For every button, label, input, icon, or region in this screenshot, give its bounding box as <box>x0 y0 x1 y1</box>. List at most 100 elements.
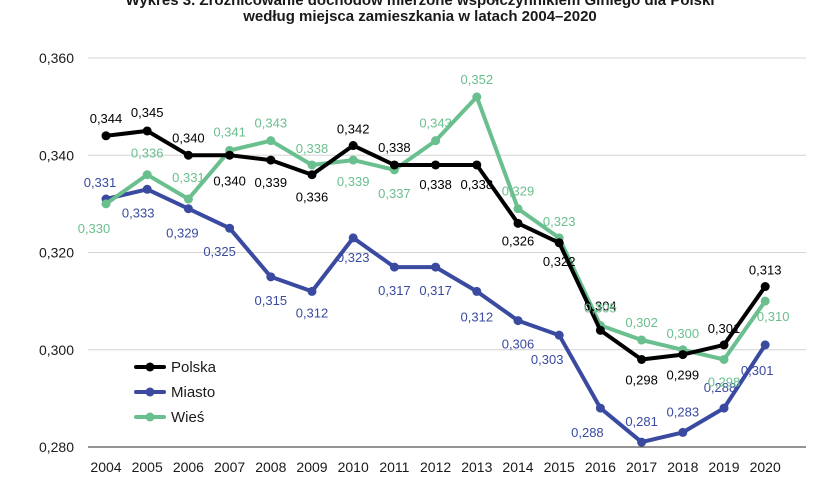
legend-label-wieś: Wieś <box>171 409 204 426</box>
data-label-miasto: 0,333 <box>122 205 155 220</box>
data-point-polska <box>513 218 523 228</box>
data-point-wieś <box>637 335 647 345</box>
x-tick-label: 2006 <box>173 459 204 475</box>
data-point-polska <box>142 126 152 136</box>
x-tick-label: 2019 <box>708 459 739 475</box>
data-point-miasto <box>266 272 276 282</box>
x-tick-label: 2009 <box>296 459 327 475</box>
x-tick-label: 2008 <box>255 459 286 475</box>
data-point-miasto <box>719 403 729 413</box>
chart-title-line-1: Wykres 3. Zróżnicowanie dochodów mierzon… <box>125 0 715 9</box>
data-label-miasto: 0,288 <box>571 425 604 440</box>
y-tick-label: 0,320 <box>39 245 74 261</box>
data-label-wieś: 0,336 <box>131 146 164 161</box>
data-label-miasto: 0,312 <box>296 305 329 320</box>
data-label-polska: 0,313 <box>749 263 782 278</box>
data-point-miasto <box>760 340 770 350</box>
data-label-polska: 0,342 <box>337 122 370 137</box>
data-label-wieś: 0,302 <box>625 315 658 330</box>
data-label-miasto: 0,331 <box>84 175 117 190</box>
data-point-wieś <box>307 160 317 170</box>
data-point-miasto <box>142 184 152 194</box>
data-point-polska <box>101 131 111 141</box>
legend-label-miasto: Miasto <box>171 384 215 401</box>
data-label-wieś: 0,310 <box>757 309 790 324</box>
x-tick-label: 2020 <box>750 459 781 475</box>
x-tick-label: 2013 <box>461 459 492 475</box>
y-axis: 0,280 0,300 0,320 0,340 0,360 <box>39 50 74 455</box>
data-point-polska <box>389 160 399 170</box>
data-point-miasto <box>348 233 358 243</box>
data-label-miasto: 0,303 <box>531 352 564 367</box>
y-tick-label: 0,340 <box>39 147 74 163</box>
data-label-miasto: 0,288 <box>704 380 737 395</box>
data-label-polska: 0,299 <box>667 368 700 383</box>
data-point-wieś <box>431 136 441 146</box>
data-point-wieś <box>183 194 193 204</box>
data-label-polska: 0,344 <box>90 111 123 126</box>
x-tick-label: 2011 <box>379 459 409 475</box>
data-label-wieś: 0,343 <box>255 116 288 131</box>
data-label-wieś: 0,341 <box>213 124 246 139</box>
data-label-polska: 0,338 <box>461 177 494 192</box>
data-point-wieś <box>142 170 152 180</box>
data-point-wieś <box>472 92 482 102</box>
data-label-miasto: 0,301 <box>741 363 774 378</box>
legend-label-polska: Polska <box>171 359 217 376</box>
x-tick-label: 2014 <box>502 459 533 475</box>
data-label-miasto: 0,317 <box>419 283 452 298</box>
data-point-miasto <box>183 204 193 214</box>
data-label-wieś: 0,331 <box>172 170 205 185</box>
data-point-polska <box>595 325 605 335</box>
y-tick-label: 0,280 <box>39 439 74 455</box>
data-point-miasto <box>678 427 688 437</box>
x-tick-label: 2015 <box>544 459 575 475</box>
data-label-wieś: 0,329 <box>502 184 535 199</box>
data-point-polska <box>472 160 482 170</box>
data-label-polska: 0,338 <box>378 140 411 155</box>
chart-title-line-2: według miejsca zamieszkania w latach 200… <box>243 8 597 25</box>
data-label-wieś: 0,352 <box>461 72 494 87</box>
data-point-polska <box>348 141 358 151</box>
x-tick-label: 2010 <box>338 459 369 475</box>
x-tick-label: 2005 <box>132 459 163 475</box>
data-point-polska <box>225 150 235 160</box>
data-point-polska <box>431 160 441 170</box>
data-label-wieś: 0,330 <box>78 221 111 236</box>
data-point-polska <box>719 340 729 350</box>
data-label-miasto: 0,317 <box>378 283 411 298</box>
data-point-miasto <box>389 262 399 272</box>
data-point-polska <box>678 350 688 360</box>
data-label-miasto: 0,281 <box>625 414 658 429</box>
data-label-miasto: 0,329 <box>166 226 199 241</box>
data-point-wieś <box>266 136 276 146</box>
data-label-wieś: 0,305 <box>584 300 617 315</box>
legend-marker-polska <box>145 362 155 372</box>
y-tick-label: 0,300 <box>39 342 74 358</box>
data-label-wieś: 0,338 <box>296 141 329 156</box>
data-label-wieś: 0,337 <box>378 186 411 201</box>
x-tick-label: 2007 <box>214 459 245 475</box>
data-point-miasto <box>307 286 317 296</box>
data-label-polska: 0,338 <box>419 177 452 192</box>
legend-marker-miasto <box>145 387 155 397</box>
data-point-wieś <box>719 354 729 364</box>
data-label-polska: 0,326 <box>502 233 535 248</box>
data-labels: 0,344 0,345 0,340 0,340 0,339 0,336 0,342 0,338… <box>78 72 790 440</box>
data-label-polska: 0,340 <box>213 173 246 188</box>
data-point-miasto <box>595 403 605 413</box>
data-point-polska <box>183 150 193 160</box>
data-label-polska: 0,345 <box>131 105 164 120</box>
x-tick-label: 2004 <box>90 459 121 475</box>
data-label-miasto: 0,306 <box>502 337 535 352</box>
data-point-miasto <box>225 223 235 233</box>
data-label-polska: 0,322 <box>543 254 576 269</box>
data-point-wieś <box>348 155 358 165</box>
data-label-wieś: 0,339 <box>337 174 370 189</box>
data-label-miasto: 0,312 <box>461 309 494 324</box>
data-point-polska <box>637 354 647 364</box>
data-label-wieś: 0,343 <box>419 116 452 131</box>
data-point-miasto <box>431 262 441 272</box>
data-point-wieś <box>513 204 523 214</box>
